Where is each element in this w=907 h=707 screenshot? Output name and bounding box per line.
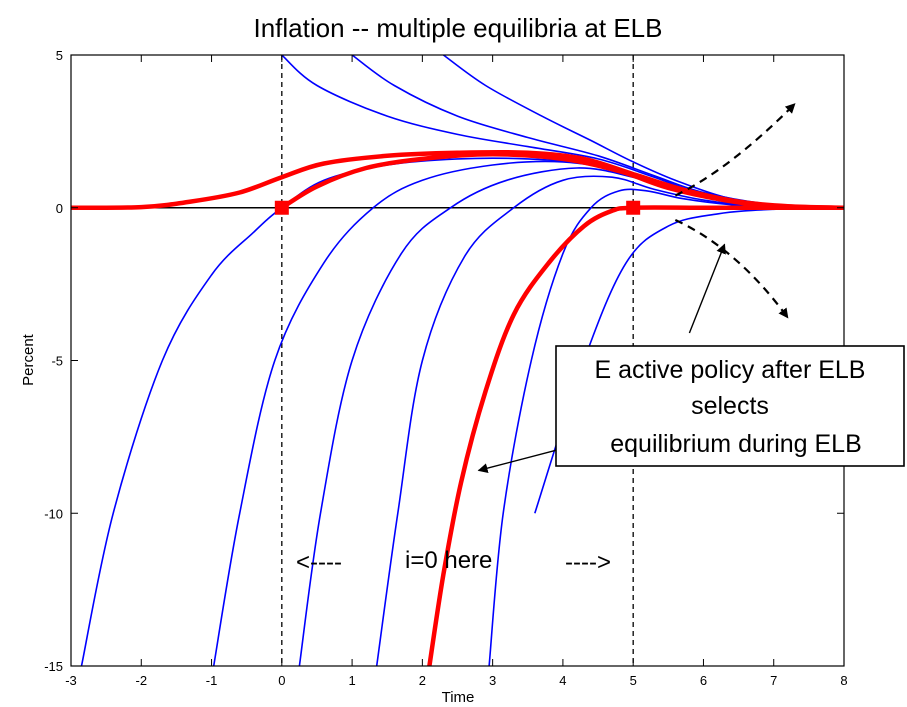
x-tick-label: 3 — [489, 673, 496, 688]
y-tick-label: -10 — [44, 506, 63, 521]
series-group — [71, 55, 844, 666]
blue-series-4 — [375, 175, 844, 666]
plot-area: -3 -2 -1 0 1 2 3 4 5 6 7 850-5-10-15E active policy… — [44, 48, 905, 688]
x-tick-label: 4 — [559, 673, 566, 688]
blue-series-8 — [351, 55, 844, 209]
blue-series-5 — [488, 188, 844, 666]
x-tick-label: -1 — [206, 673, 218, 688]
x-tick-label: 6 — [700, 673, 707, 688]
range-left-arrow-text: <---- — [296, 549, 342, 576]
x-tick-label: 0 — [278, 673, 285, 688]
chart-title: Inflation -- multiple equilibria at ELB — [254, 13, 663, 43]
x-tick-label: -2 — [135, 673, 147, 688]
x-axis-label: Time — [442, 689, 475, 706]
x-tick-label: 1 — [348, 673, 355, 688]
x-tick-label: 2 — [419, 673, 426, 688]
y-tick-label: 0 — [56, 201, 63, 216]
pointer-arrow-1 — [688, 243, 726, 334]
y-axis-label: Percent — [20, 333, 37, 386]
annotation-line-2: selects — [691, 392, 769, 420]
x-tick-label: 7 — [770, 673, 777, 688]
x-tick-label: 8 — [840, 673, 847, 688]
x-tick-label: -3 — [65, 673, 77, 688]
marker-1 — [274, 200, 289, 215]
x-tick-label: 5 — [630, 673, 637, 688]
blue-series-7 — [281, 55, 844, 209]
range-right-arrow-text: ----> — [565, 549, 611, 576]
y-tick-label: -15 — [44, 659, 63, 674]
annotation-box — [555, 345, 905, 467]
marker-2 — [626, 200, 641, 215]
red-series-3 — [427, 205, 844, 666]
annotation-line-3: equilibrium during ELB — [610, 430, 862, 458]
y-tick-label: 5 — [56, 48, 63, 63]
diverging-arrow-1 — [674, 103, 796, 197]
red-series-2 — [279, 152, 844, 211]
range-center-text: i=0 here — [405, 547, 492, 574]
annotation-line-1: E active policy after ELB — [595, 356, 866, 384]
y-tick-label: -5 — [51, 354, 63, 369]
diverging-arrow-2 — [674, 218, 789, 319]
